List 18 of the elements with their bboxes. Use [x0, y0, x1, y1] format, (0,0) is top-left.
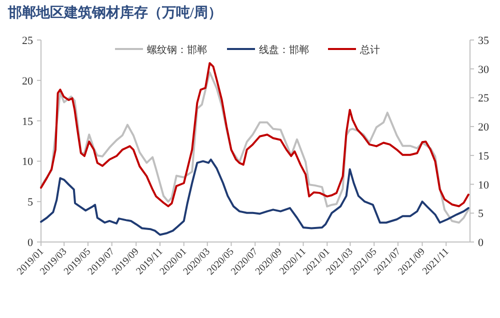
y-tick-label: 25 [22, 35, 34, 47]
chart-title: 邯郸地区建筑钢材库存（万吨/周） [7, 4, 222, 21]
y2-tick-label: 35 [478, 35, 490, 47]
legend-label: 总计 [359, 44, 380, 56]
y2-tick-label: 25 [478, 92, 490, 105]
y2-tick-label: 30 [478, 64, 490, 76]
y-tick-label: 20 [22, 75, 34, 88]
y-tick-label: 15 [22, 116, 34, 128]
y2-tick-label: 15 [478, 150, 490, 162]
y2-tick-label: 20 [478, 122, 490, 134]
y2-tick-label: 0 [478, 237, 484, 249]
y-tick-label: 5 [28, 196, 34, 209]
legend-label: 螺纹钢：邯郸 [147, 44, 207, 56]
y2-tick-label: 10 [478, 179, 490, 192]
y-tick-label: 0 [28, 237, 34, 249]
y2-tick-label: 5 [478, 208, 484, 220]
y-tick-label: 10 [22, 156, 34, 168]
legend-label: 线盘：邯郸 [259, 44, 309, 56]
